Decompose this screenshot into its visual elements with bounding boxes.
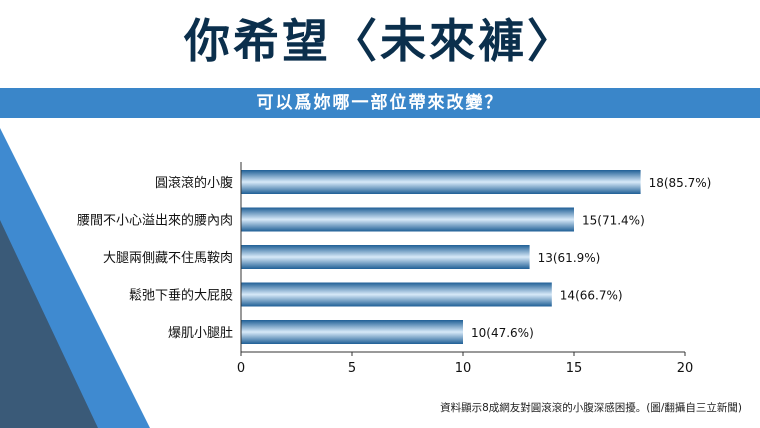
page-subtitle: 可以爲妳哪一部位帶來改變？ <box>256 93 504 113</box>
x-tick-label-4: 20 <box>677 361 694 376</box>
bar-5 <box>241 320 463 344</box>
data-label-1: 18(85.7%) <box>649 176 712 190</box>
category-label-3: 大腿兩側藏不住馬鞍肉 <box>103 250 233 266</box>
x-tick-label-3: 15 <box>566 361 583 376</box>
category-label-4: 鬆弛下垂的大屁股 <box>129 288 233 304</box>
data-label-4: 14(66.7%) <box>560 289 623 303</box>
data-label-3: 13(61.9%) <box>538 251 601 265</box>
x-tick-label-0: 0 <box>237 361 245 376</box>
bar-4 <box>241 282 552 307</box>
x-tick-label-1: 5 <box>348 361 356 376</box>
bar-3 <box>241 245 530 269</box>
category-label-2: 腰間不小心溢出來的腰內肉 <box>77 213 233 229</box>
image-caption: 資料顯示8成網友對圓滾滾的小腹深感困擾。(圖/翻攝自三立新聞) <box>440 402 742 414</box>
data-label-2: 15(71.4%) <box>582 214 645 228</box>
data-label-5: 10(47.6%) <box>471 326 534 340</box>
subtitle-band: 可以爲妳哪一部位帶來改變？ <box>0 88 760 118</box>
bar-1 <box>241 170 641 194</box>
category-label-5: 爆肌小腿肚 <box>168 326 233 341</box>
category-label-1: 圓滾滾的小腹 <box>155 175 233 191</box>
page-title: 你希望〈未來褲〉 <box>184 14 576 68</box>
x-tick-label-2: 10 <box>455 361 472 376</box>
bar-2 <box>241 207 574 232</box>
